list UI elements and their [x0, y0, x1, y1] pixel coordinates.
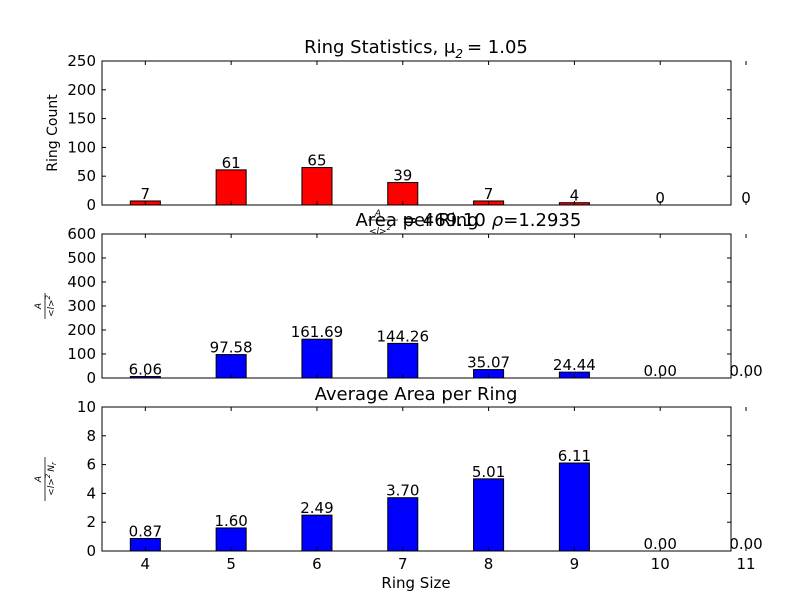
panel-3-yticks: 0 2 4 6 8 10: [77, 398, 731, 560]
data-label-7: 39: [393, 167, 412, 185]
panel-3-ylabel: A <l>2Nr: [34, 457, 58, 501]
panel-3-xlabel: Ring Size: [381, 574, 450, 592]
ytick-label-200: 200: [67, 321, 96, 339]
panel-2-bars: 6.06 97.58 161.69 144.26 35.07 24.44 0.00 0.00: [129, 323, 763, 380]
panel-3-title: Average Area per Ring: [315, 384, 518, 405]
ytick-label-0: 0: [86, 369, 96, 387]
data-label-9: 6.11: [558, 447, 591, 465]
panel-1-title: Ring Statistics, μ2 = 1.05: [304, 37, 528, 61]
ytick-label-6: 6: [86, 456, 96, 474]
bar-9: [558, 462, 590, 552]
xtick-label-11: 11: [736, 555, 755, 573]
svg-text:<l>2: <l>2: [44, 294, 57, 317]
panel-2-frame: [101, 233, 732, 379]
panel-average-area-per-ring: Average Area per Ring A <l>2Nr 0.87 1.60 2…: [34, 384, 763, 592]
panel-1-bars: 7 61 65 39 7 4 0 0: [129, 152, 751, 207]
panel-ring-statistics: Ring Statistics, μ2 = 1.05 Ring Count 7 61…: [45, 37, 751, 214]
data-label-10: 0.00: [644, 535, 677, 553]
svg-text:<l>2Nr: <l>2Nr: [44, 461, 58, 496]
ytick-label-0: 0: [86, 196, 96, 214]
data-label-5: 1.60: [214, 512, 247, 530]
data-label-11: 0.00: [729, 535, 762, 553]
panel-2-yticks: 0 100 200 300 400 500 600: [67, 225, 731, 387]
panel-3-xticks: 4 5 6 7 8 9 10 11: [141, 407, 756, 573]
data-label-4: 0.87: [129, 522, 162, 540]
panel-area-per-ring: Area per Ring A <l>2 = 469.10 ρ=1.2935 A …: [34, 209, 763, 387]
ytick-label-500: 500: [67, 249, 96, 267]
ytick-label-250: 250: [67, 52, 96, 70]
data-label-9: 4: [570, 187, 580, 205]
ytick-label-100: 100: [67, 138, 96, 156]
data-label-7: 144.26: [377, 327, 430, 345]
ytick-label-150: 150: [67, 110, 96, 128]
ytick-label-600: 600: [67, 225, 96, 243]
data-label-8: 35.07: [467, 354, 510, 372]
ytick-label-50: 50: [77, 167, 96, 185]
ytick-label-10: 10: [77, 398, 96, 416]
panel-2-ylabel: A <l>2: [34, 293, 57, 319]
bar-6: [301, 338, 333, 379]
bar-8: [473, 478, 505, 552]
data-label-5: 97.58: [210, 339, 253, 357]
xtick-label-9: 9: [570, 555, 580, 573]
panel-3-bars: 0.87 1.60 2.49 3.70 5.01 6.11 0.00 0.00: [129, 447, 763, 553]
svg-text:A: A: [374, 209, 381, 219]
ytick-label-0: 0: [86, 542, 96, 560]
bar-5: [215, 169, 247, 206]
ytick-label-200: 200: [67, 81, 96, 99]
xtick-label-6: 6: [312, 555, 322, 573]
svg-text:A: A: [34, 303, 44, 310]
data-label-8: 5.01: [472, 463, 505, 481]
panel-1-ylabel: Ring Count: [45, 94, 61, 172]
data-label-7: 3.70: [386, 482, 419, 500]
data-label-6: 161.69: [291, 323, 344, 341]
data-label-6: 65: [307, 152, 326, 170]
panel-3-frame: [101, 406, 732, 552]
panel-1-frame: [101, 60, 732, 206]
ytick-label-4: 4: [86, 484, 96, 502]
data-label-10: 0.00: [644, 362, 677, 380]
data-label-8: 7: [484, 185, 494, 203]
data-label-10: 0: [655, 189, 665, 207]
ytick-label-400: 400: [67, 273, 96, 291]
bar-7: [387, 497, 419, 552]
bar-6: [301, 167, 333, 206]
ytick-label-8: 8: [86, 427, 96, 445]
data-label-11: 0: [741, 189, 751, 207]
data-label-9: 24.44: [553, 356, 596, 374]
data-label-5: 61: [222, 154, 241, 172]
xtick-label-7: 7: [398, 555, 408, 573]
panel-2-xtick-marks: [144, 234, 747, 378]
xtick-label-8: 8: [484, 555, 494, 573]
data-label-11: 0.00: [729, 362, 762, 380]
bar-6: [301, 514, 333, 552]
panel-2-title: Area per Ring: [355, 210, 478, 231]
xtick-label-4: 4: [141, 555, 151, 573]
bar-7: [387, 342, 419, 379]
ytick-label-2: 2: [86, 513, 96, 531]
panel-1-yticks: 0 50 100 150 200 250: [67, 52, 731, 214]
panel-2-title-value: = 469.10 ρ=1.2935: [402, 210, 581, 231]
data-label-6: 2.49: [300, 499, 333, 517]
data-label-4: 7: [141, 185, 151, 203]
data-label-4: 6.06: [129, 361, 162, 379]
xtick-label-5: 5: [226, 555, 236, 573]
svg-text:A: A: [34, 476, 44, 483]
ytick-label-300: 300: [67, 297, 96, 315]
svg-text:<l>2: <l>2: [369, 224, 392, 237]
ytick-label-100: 100: [67, 345, 96, 363]
panel-1-xtick-marks: [144, 61, 747, 205]
xtick-label-10: 10: [651, 555, 670, 573]
panel-2-title-fraction: A <l>2: [368, 209, 398, 237]
